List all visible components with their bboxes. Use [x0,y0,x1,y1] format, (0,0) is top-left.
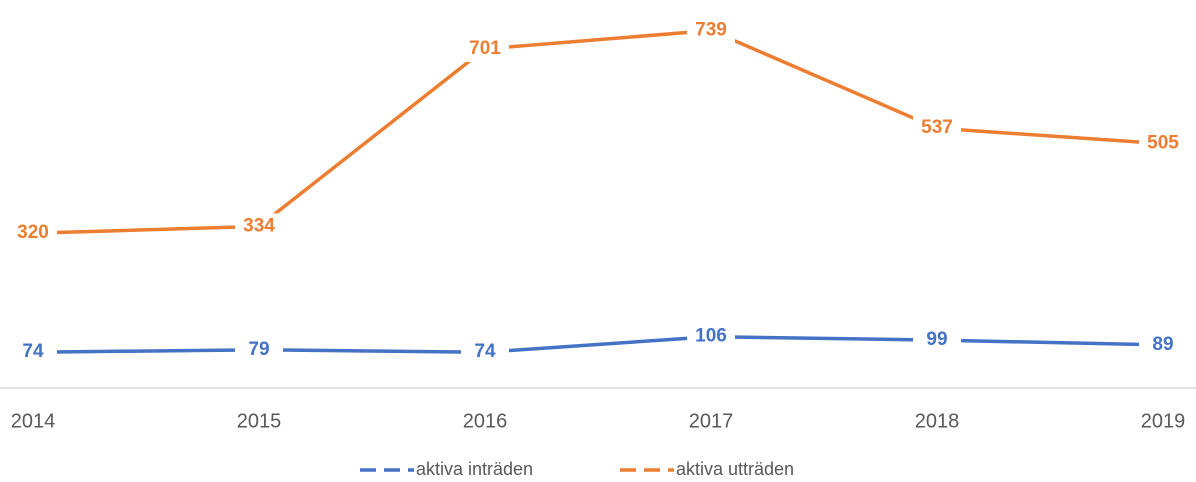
data-label: 89 [1152,334,1173,355]
data-label-bg [1139,130,1187,157]
legend-label: aktiva utträden [676,459,794,479]
data-label: 505 [1147,133,1179,154]
x-tick-label: 2015 [237,410,282,432]
data-label: 79 [248,339,269,360]
data-label-bg [913,327,961,354]
data-label: 739 [695,20,727,41]
data-label: 334 [243,215,275,236]
data-label-bg [9,339,57,366]
data-label-bg [461,35,509,62]
x-tick-label: 2017 [689,410,734,432]
series-line [32,334,1164,354]
data-label: 701 [469,38,501,59]
data-label-bg [235,336,283,363]
data-label: 99 [926,329,947,350]
x-tick-label: 2019 [1141,410,1186,432]
data-label: 74 [22,341,44,362]
data-label: 74 [474,341,496,362]
data-label-bg [687,323,735,350]
x-tick-label: 2016 [463,410,508,432]
data-label-bg [687,17,735,44]
data-label-bg [461,339,509,366]
legend-label: aktiva inträden [416,459,533,479]
data-label-bg [913,115,961,142]
data-label: 320 [17,222,49,243]
data-label-bg [1139,331,1187,358]
x-tick-label: 2018 [915,410,960,432]
data-label: 537 [921,117,953,138]
data-label-bg [235,213,283,240]
data-label-bg [9,220,57,247]
series-line [32,28,1164,235]
x-tick-label: 2014 [11,410,56,432]
data-label: 106 [695,326,727,347]
